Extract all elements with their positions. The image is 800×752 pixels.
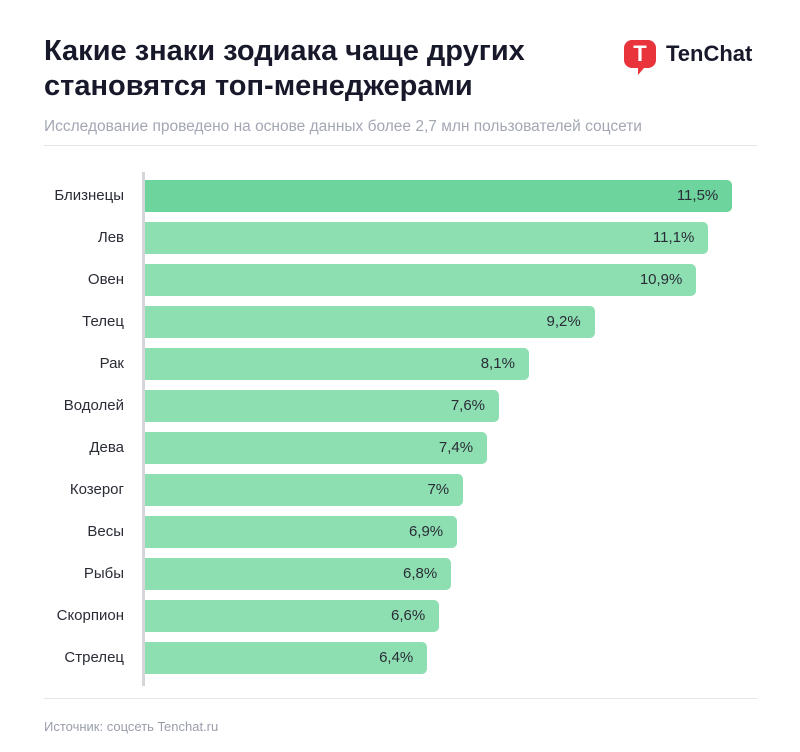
category-label: Овен [87,271,124,288]
data-label: 6,4% [379,649,414,666]
category-label: Стрелец [64,649,124,666]
tenchat-logo-icon: T [624,40,656,75]
divider-top [44,145,757,146]
data-label: 7% [427,481,450,498]
bar [145,180,733,212]
category-label: Козерог [69,481,124,498]
category-label: Водолей [63,397,124,414]
data-label: 11,1% [652,229,695,246]
bar [145,264,697,296]
category-label: Телец [82,313,124,330]
bar [145,390,500,422]
data-label: 7,6% [450,397,486,414]
category-label: Весы [87,523,124,540]
bar [145,474,464,506]
logo-text: TenChat [666,41,753,66]
data-label: 6,8% [402,565,438,582]
bar [145,348,529,380]
category-label: Дева [89,439,124,456]
bar [145,642,428,674]
data-label: 10,9% [639,271,683,288]
bar [145,558,452,590]
data-label: 6,9% [408,523,444,540]
source-note: Источник: соцсеть Tenchat.ru [44,719,219,734]
category-label: Скорпион [56,607,124,624]
tenchat-logo: T TenChat [624,40,753,75]
data-label: 6,6% [391,607,426,624]
y-axis-line [142,172,145,686]
category-label: Рыбы [83,565,124,582]
data-label: 9,2% [546,313,581,330]
bar [145,306,595,338]
data-label: 8,1% [480,355,515,372]
category-label: Лев [97,229,124,246]
bar [145,600,440,632]
category-label: Рак [99,355,124,372]
bar [145,432,488,464]
category-label: Близнецы [54,187,124,204]
bar [145,516,458,548]
bar [145,222,709,254]
page-title: Какие знаки зодиака чаще других становят… [44,35,525,102]
divider-bottom [44,698,757,699]
subtitle: Исследование проведено на основе данных … [44,118,642,135]
data-label: 11,5% [676,187,719,204]
data-label: 7,4% [438,439,474,456]
